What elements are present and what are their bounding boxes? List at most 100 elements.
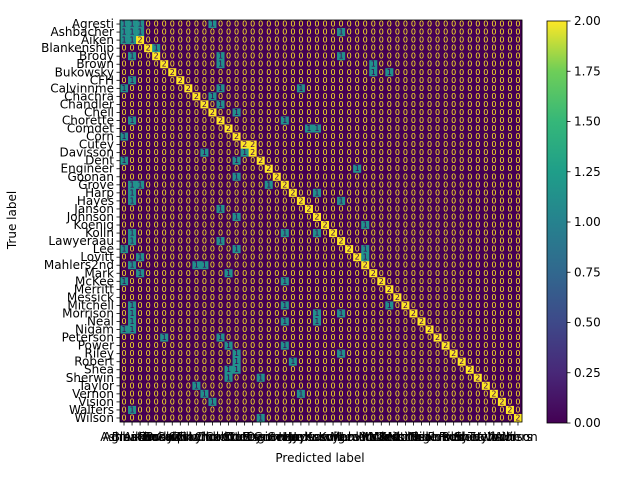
heatmap-cell [280,196,290,206]
heatmap-cell [200,317,209,326]
cell-value: 0 [242,36,247,45]
cell-value: 0 [274,28,279,37]
heatmap-cell [321,413,330,423]
heatmap-cell [176,196,185,206]
heatmap-cell [176,52,185,61]
heatmap-cell [337,132,346,141]
cell-value: 0 [170,60,175,69]
heatmap-cell [401,164,410,174]
heatmap-cell [224,140,233,149]
heatmap-cell [345,365,354,375]
heatmap-cell [136,301,145,310]
heatmap-cell [385,76,394,85]
heatmap-cell [337,196,346,206]
heatmap-cell [441,100,450,109]
heatmap-cell [465,100,475,109]
heatmap-cell [513,373,523,383]
heatmap-cell [296,365,306,375]
heatmap-cell [481,140,491,149]
heatmap-cell [329,405,338,415]
heatmap-cell [425,20,434,29]
heatmap-cell [505,180,515,190]
heatmap-cell [321,261,330,270]
heatmap-cell [248,373,257,383]
heatmap-cell [168,92,177,101]
heatmap-cell [433,20,442,29]
cell-value: 0 [403,52,408,61]
heatmap-cell [473,20,483,29]
heatmap-cell [329,28,338,37]
heatmap-cell [385,253,394,262]
heatmap-cell [192,253,201,262]
heatmap-cell [264,237,274,246]
heatmap-cell [433,172,442,182]
heatmap-cell [457,269,467,278]
cell-value: 0 [331,28,336,37]
heatmap-cell [224,20,233,29]
heatmap-cell [353,108,362,117]
heatmap-cell [425,108,434,117]
heatmap-cell [168,172,177,182]
heatmap-cell [208,309,217,318]
cell-value: 0 [218,44,223,53]
heatmap-cell [312,100,322,109]
heatmap-cell [513,309,523,318]
heatmap-cell [321,333,330,342]
cell-value: 0 [371,20,376,29]
heatmap-cell [417,389,426,399]
cell-value: 0 [347,413,352,422]
heatmap-cell [120,92,129,101]
heatmap-cell [337,413,346,423]
heatmap-cell [192,156,201,166]
heatmap-cell [264,36,274,45]
heatmap-cell [144,188,153,198]
heatmap-cell [353,124,362,133]
heatmap-cell [465,44,475,53]
heatmap-cell [385,333,394,342]
heatmap-cell [465,309,475,318]
heatmap-cell [176,204,185,214]
heatmap-cell [120,357,129,367]
heatmap-cell [312,156,322,166]
heatmap-cell [465,389,475,399]
heatmap-cell [168,124,177,133]
heatmap-cell [353,60,362,69]
heatmap-cell [449,237,458,246]
cell-value: 0 [266,20,271,29]
heatmap-cell [409,405,418,415]
heatmap-cell [337,44,346,53]
heatmap-cell [136,389,145,399]
heatmap-cell [272,172,282,182]
heatmap-cell [288,28,298,37]
heatmap-cell [353,100,362,109]
heatmap-cell [417,221,426,230]
heatmap-cell [329,172,338,182]
heatmap-cell [200,269,209,278]
heatmap-cell [513,36,523,45]
heatmap-cell [160,413,169,423]
heatmap-cell [280,253,290,262]
heatmap-cell [128,68,137,77]
heatmap-cell [240,180,249,190]
heatmap-cell [160,92,169,101]
heatmap-cell [176,132,185,141]
heatmap-cell [441,124,450,133]
heatmap-cell [513,140,523,149]
heatmap-cell [296,381,306,391]
heatmap-cell [288,317,298,326]
heatmap-cell [280,188,290,198]
heatmap-cell [401,204,410,214]
heatmap-cell [457,357,467,367]
heatmap-cell [401,229,410,238]
heatmap-cell [184,341,193,350]
heatmap-cell [393,124,402,133]
heatmap-cell [369,293,378,302]
heatmap-cell [505,60,515,69]
heatmap-cell [497,148,507,157]
heatmap-cell [176,156,185,166]
heatmap-cell [393,132,402,141]
heatmap-cell [296,188,306,198]
heatmap-cell [120,261,129,270]
heatmap-cell [256,212,266,222]
heatmap-cell [144,60,153,69]
